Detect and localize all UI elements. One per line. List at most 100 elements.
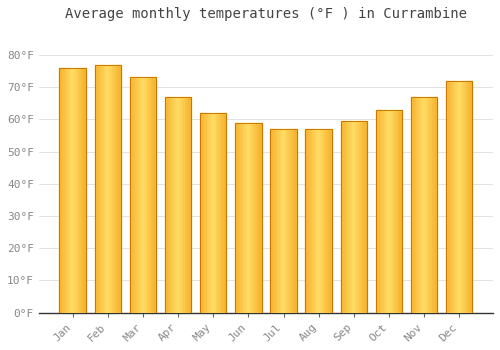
Bar — [190, 97, 191, 313]
Bar — [60, 68, 61, 313]
Bar — [108, 64, 109, 313]
Bar — [151, 77, 152, 313]
Bar — [109, 64, 110, 313]
Bar — [60, 68, 86, 313]
Bar — [428, 97, 430, 313]
Bar — [286, 129, 288, 313]
Bar — [422, 97, 423, 313]
Bar — [188, 97, 190, 313]
Bar — [394, 110, 396, 313]
Bar — [382, 110, 384, 313]
Bar — [174, 97, 176, 313]
Bar — [294, 129, 296, 313]
Bar — [289, 129, 290, 313]
Bar — [462, 80, 463, 313]
Bar — [384, 110, 385, 313]
Bar — [176, 97, 178, 313]
Bar — [252, 122, 254, 313]
Bar — [401, 110, 402, 313]
Bar — [117, 64, 118, 313]
Bar — [364, 121, 366, 313]
Bar — [70, 68, 71, 313]
Bar — [359, 121, 360, 313]
Bar — [467, 80, 468, 313]
Bar — [235, 122, 262, 313]
Bar — [102, 64, 104, 313]
Bar — [150, 77, 151, 313]
Bar — [397, 110, 398, 313]
Bar — [256, 122, 258, 313]
Bar — [330, 129, 332, 313]
Bar — [363, 121, 364, 313]
Bar — [448, 80, 450, 313]
Bar — [392, 110, 393, 313]
Bar — [214, 113, 216, 313]
Bar — [390, 110, 392, 313]
Bar — [446, 80, 448, 313]
Bar — [312, 129, 314, 313]
Bar — [377, 110, 378, 313]
Bar — [358, 121, 359, 313]
Bar — [380, 110, 381, 313]
Bar — [134, 77, 135, 313]
Bar — [340, 121, 367, 313]
Bar — [360, 121, 362, 313]
Bar — [344, 121, 346, 313]
Bar — [385, 110, 386, 313]
Bar — [94, 64, 121, 313]
Bar — [130, 77, 131, 313]
Bar — [166, 97, 168, 313]
Bar — [318, 129, 320, 313]
Bar — [96, 64, 97, 313]
Bar — [240, 122, 242, 313]
Bar — [471, 80, 472, 313]
Bar — [342, 121, 343, 313]
Bar — [222, 113, 224, 313]
Bar — [98, 64, 100, 313]
Bar — [362, 121, 363, 313]
Bar — [389, 110, 390, 313]
Bar — [393, 110, 394, 313]
Bar — [106, 64, 108, 313]
Bar — [452, 80, 454, 313]
Bar — [168, 97, 169, 313]
Bar — [182, 97, 184, 313]
Bar — [132, 77, 134, 313]
Bar — [235, 122, 236, 313]
Bar — [94, 64, 96, 313]
Bar — [200, 113, 226, 313]
Bar — [411, 97, 438, 313]
Bar — [152, 77, 154, 313]
Bar — [251, 122, 252, 313]
Bar — [378, 110, 380, 313]
Bar — [411, 97, 412, 313]
Bar — [276, 129, 277, 313]
Bar — [100, 64, 101, 313]
Bar — [398, 110, 400, 313]
Bar — [446, 80, 472, 313]
Bar — [388, 110, 389, 313]
Bar — [184, 97, 186, 313]
Bar — [356, 121, 358, 313]
Bar — [273, 129, 274, 313]
Bar — [220, 113, 221, 313]
Bar — [62, 68, 64, 313]
Bar — [366, 121, 367, 313]
Bar — [247, 122, 248, 313]
Bar — [343, 121, 344, 313]
Bar — [112, 64, 113, 313]
Bar — [238, 122, 239, 313]
Bar — [458, 80, 459, 313]
Bar — [76, 68, 78, 313]
Bar — [306, 129, 332, 313]
Bar — [118, 64, 120, 313]
Bar — [72, 68, 74, 313]
Bar — [120, 64, 121, 313]
Bar — [306, 129, 332, 313]
Bar — [235, 122, 262, 313]
Bar — [97, 64, 98, 313]
Bar — [248, 122, 250, 313]
Bar — [280, 129, 281, 313]
Bar — [348, 121, 350, 313]
Bar — [131, 77, 132, 313]
